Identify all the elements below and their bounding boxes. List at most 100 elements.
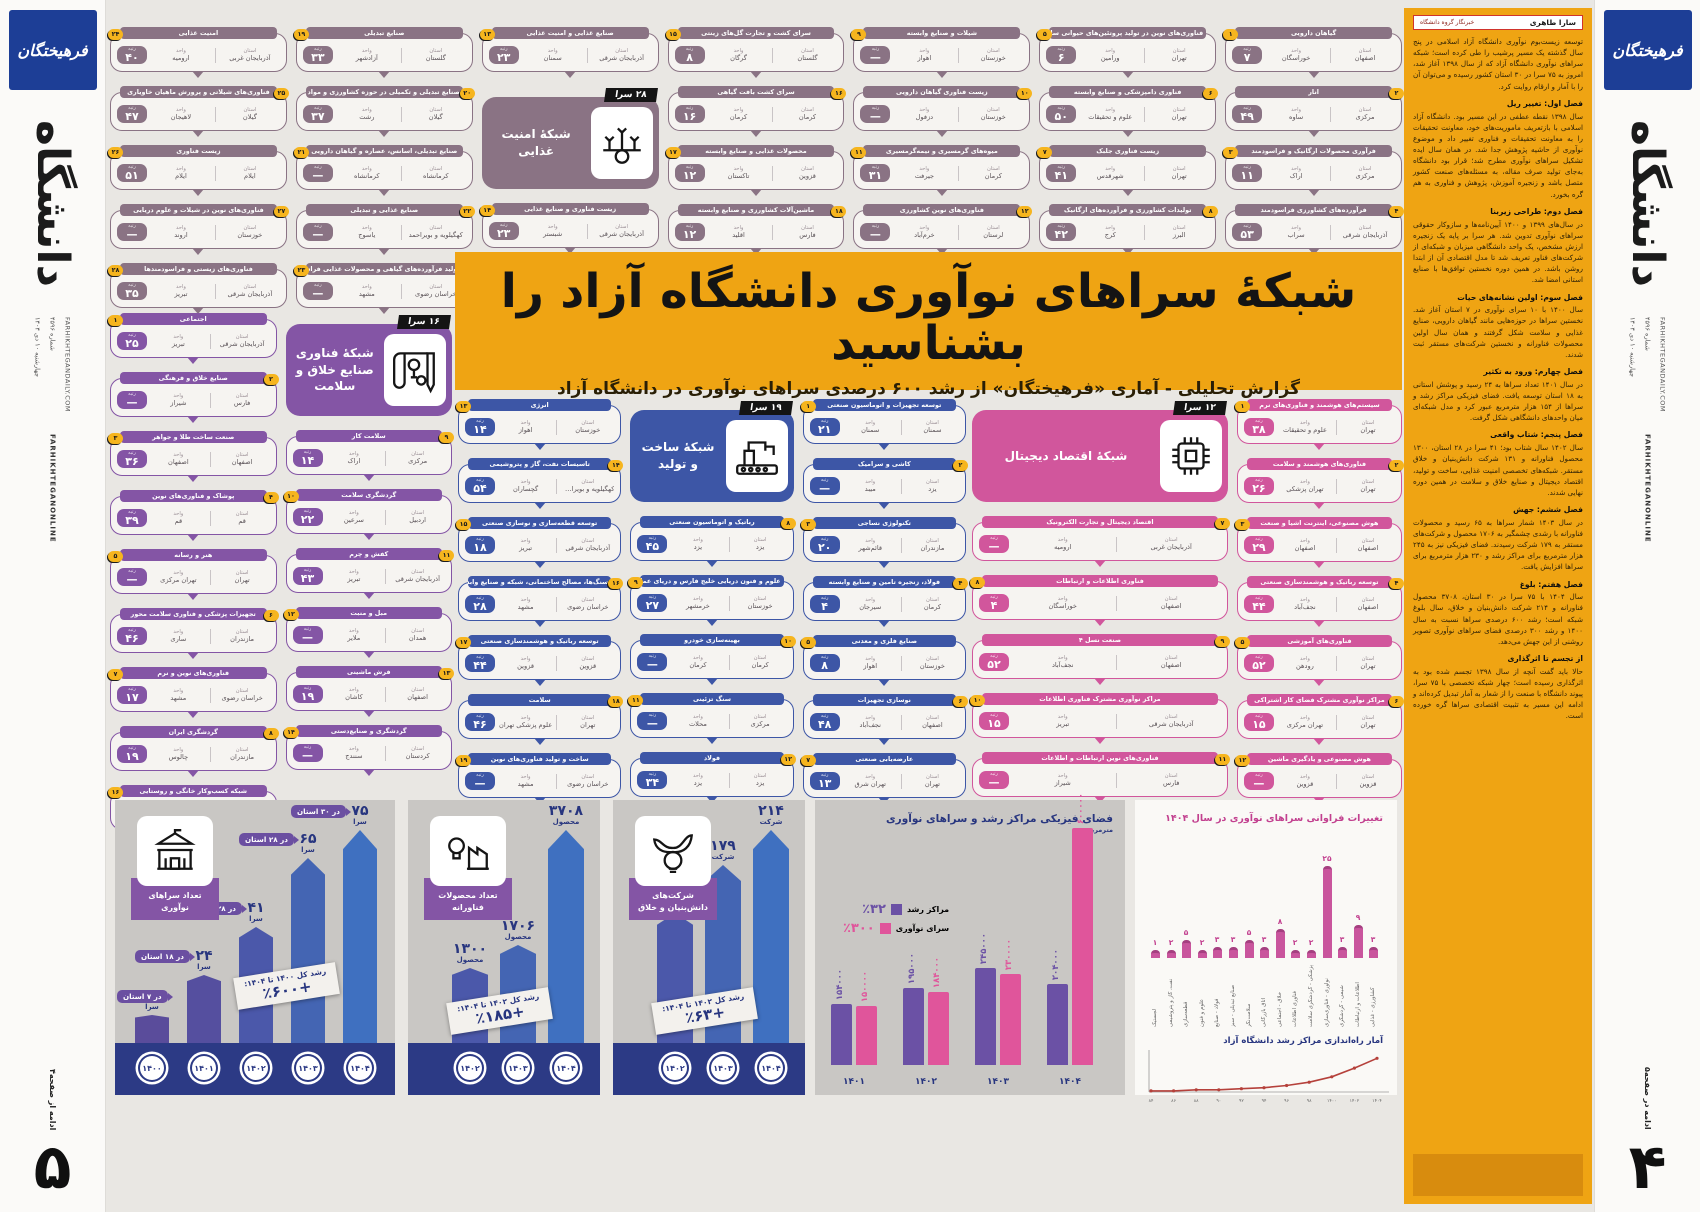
pill-body: استان اصفهان واحد نجف‌آباد رتبه ۵۲ xyxy=(973,641,1227,678)
unit-value: مشهد xyxy=(170,694,187,702)
unit-label: واحد xyxy=(348,510,359,516)
unit-label: واحد xyxy=(173,570,184,576)
rank-value: — xyxy=(819,482,831,495)
rank-label: رتبه xyxy=(648,654,657,659)
province-cell: استان اردبیل xyxy=(390,510,445,524)
innovation-center-pill: امنیت غذایی ۲۴ استان آذربایجان غربی واحد اروم… xyxy=(107,27,287,78)
province-label: استان xyxy=(1361,420,1375,426)
rank-value: ۸ xyxy=(821,659,829,672)
pill-title: زیست فناوری و صنایع غذایی xyxy=(491,203,649,215)
pill-title: اجتماعی xyxy=(120,313,267,325)
innovation-center-pill: زیست فناوری و صنایع غذایی ۱۴ استان آذربایجا… xyxy=(479,203,659,254)
unit-label: واحد xyxy=(520,715,531,721)
pill-body: استان مرکزی واحد ساوه رتبه ۴۹ xyxy=(1226,93,1401,130)
pill-body: استان آذربایجان شرقی واحد تبریز رتبه ۱۸ xyxy=(459,524,620,561)
unit-label: واحد xyxy=(348,628,359,634)
innovation-center-pill: شیلات و صنایع وابسته ۹ استان خوزستان واحد اهو… xyxy=(851,27,1031,78)
unit-cell: واحد جیرفت xyxy=(894,166,954,180)
unit-cell: واحد سیرجان xyxy=(844,597,897,611)
pill-order-badge: ۳ xyxy=(1234,519,1250,530)
province-cell: استان مازندران xyxy=(215,747,270,761)
pill-body: استان البرز واحد کرج رتبه ۴۲ xyxy=(1040,211,1215,248)
rank-box: رتبه— xyxy=(302,223,333,241)
pill-title: فولاد xyxy=(640,752,784,764)
year-label: ۱۴۰۲ xyxy=(915,1077,937,1087)
wheat-gear-icon xyxy=(590,107,653,179)
rank-box: رتبه ۴۶ xyxy=(117,627,147,645)
rank-box: رتبه ۲۶ xyxy=(1243,477,1274,495)
rank-value: ۵۳ xyxy=(1240,228,1254,241)
network-food: گیاهان دارویی ۱ استان اصفهان واحد خوراسگان رتب… xyxy=(107,26,1404,314)
rank-label: رتبه xyxy=(1243,47,1251,52)
rank-box: رتبه— xyxy=(637,653,668,671)
frequency-value: ۳ xyxy=(1339,935,1345,944)
rank-label: رتبه xyxy=(1057,106,1066,111)
pill-order-badge: ۲ xyxy=(263,374,279,385)
rank-label: رتبه xyxy=(1255,537,1263,542)
unit-cell: واحد نجف‌آباد xyxy=(1278,597,1332,611)
rank-label: رتبه xyxy=(648,595,657,600)
pill-order-badge: ۶ xyxy=(263,610,279,621)
pill-body: استان گیلان واحد رشت رتبه ۳۷ xyxy=(297,93,472,130)
pill-body: استان اصفهان واحد اصفهان رتبه ۲۹ xyxy=(1238,524,1401,561)
frequency-value: ۸ xyxy=(1277,917,1283,926)
unit-cell: واحد خرم‌آباد xyxy=(894,225,954,239)
province-label: استان xyxy=(753,596,767,602)
pill-title: ساخت و تولید فناوری‌های نوین xyxy=(468,753,612,765)
province-value: تهران xyxy=(1171,113,1187,121)
chart-unit: مترمربع xyxy=(1087,826,1113,835)
unit-value: تبریز xyxy=(171,340,185,348)
unit-cell: واحد سراب xyxy=(1266,225,1326,239)
pill-body: استان گلستان واحد گرگان رتبه ۸ xyxy=(669,34,844,71)
province-value: آذربایجان شرقی xyxy=(1342,231,1388,239)
unit-cell: واحد گرگان xyxy=(709,48,769,62)
unit-value: اروند xyxy=(174,231,188,239)
province-value: مرکزی xyxy=(408,457,428,465)
data-bar-۱۴۰۴ xyxy=(548,830,584,1043)
year-circle: ۱۴۰۲ xyxy=(661,1054,689,1082)
innovation-center-pill: فناوری‌های نوین در شیلات و علوم دریایی ۲۷… xyxy=(109,204,289,255)
unit-cell: واحد ورامین xyxy=(1080,48,1140,62)
pill-title: فناوری‌های آموزشی xyxy=(1246,635,1392,647)
article-section-body: در سال‌های ۱۳۹۹ و ۱۴۰۰ آیین‌نامه‌ها و سا… xyxy=(1413,219,1583,285)
unit-label: واحد xyxy=(173,629,184,635)
unit-label: واحد xyxy=(919,48,930,54)
unit-value: قزوین xyxy=(1296,780,1314,788)
pill-order-badge: ۷ xyxy=(1037,147,1053,158)
province-label: استان xyxy=(1172,48,1186,54)
unit-value: تهران مرکزی xyxy=(1286,721,1324,729)
rank-label: رتبه xyxy=(128,510,136,515)
rank-box: رتبه ۲۲ xyxy=(292,508,323,526)
rank-box: رتبه ۱۷ xyxy=(117,686,147,704)
svg-text:۹۲: ۹۲ xyxy=(1239,1099,1244,1104)
pill-title: مراکز نوآوری مشترک فضای کار اشتراکی xyxy=(1246,694,1392,706)
province-cell: استان خوزستان xyxy=(220,225,280,239)
frequency-value: ۳ xyxy=(1370,935,1376,944)
rank-box: رتبه— xyxy=(979,771,1009,789)
rank-box: رتبه ۳۹ xyxy=(117,509,147,527)
rank-box: رتبه ۵۱ xyxy=(116,164,147,182)
unit-value: آزادشهر xyxy=(355,54,378,62)
year-band: ۱۴۰۲ ۱۴۰۳ ۱۴۰۴ xyxy=(613,1043,805,1095)
innovation-center-pill: صنایع غذایی و امنیت غذایی ۱۳ استان آذربایجا… xyxy=(479,27,659,78)
province-cell: استان آذربایجان غربی xyxy=(1121,537,1220,551)
rank-box: رتبه ۲۳ xyxy=(488,222,519,240)
rank-label: رتبه xyxy=(1057,224,1066,229)
unit-value: قائم‌شهر xyxy=(858,544,883,552)
rank-value: ۱۹ xyxy=(300,690,315,703)
province-cell: استان اصفهان xyxy=(215,452,270,466)
rank-value: — xyxy=(646,658,658,671)
province-label: استان xyxy=(235,747,249,753)
province-label: استان xyxy=(801,48,814,54)
province-cell: استان خوزستان xyxy=(561,420,614,434)
pill-order-badge: ۱ xyxy=(1223,29,1239,40)
network-count-ribbon: ۱۹ سرا xyxy=(739,401,793,415)
province-cell: استان گلستان xyxy=(406,48,466,62)
pill-body: استان کهگیلویه و بویراحمد واحد گچساران رتبه ۵… xyxy=(459,465,620,502)
pill-column: توسعه تجهیزات و اتوماسیون صنعتی ۱ استان سمن… xyxy=(800,398,968,804)
pill-column: شیلات و صنایع وابسته ۹ استان خوزستان واحد اهو… xyxy=(851,26,1033,255)
innovation-center-pill: انار ۲ استان مرکزی واحد ساوه رتبه ۴۹ xyxy=(1225,86,1404,137)
page-number: ۴ xyxy=(1628,1130,1667,1203)
province-value: آذربایجان غربی xyxy=(1150,543,1192,551)
